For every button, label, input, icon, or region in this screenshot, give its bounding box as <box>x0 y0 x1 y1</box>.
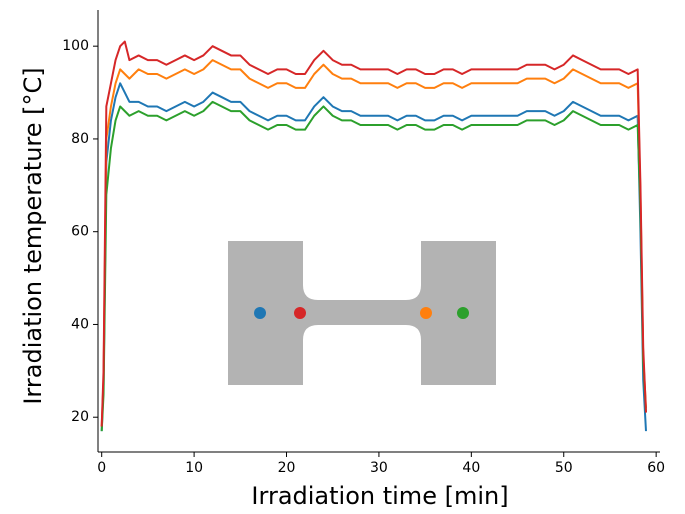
sensor-dot <box>457 307 469 319</box>
x-tick-label: 60 <box>647 460 665 476</box>
x-axis-label: Irradiation time [min] <box>251 482 508 510</box>
y-tick-label: 100 <box>62 38 89 54</box>
specimen-diagram <box>228 241 496 385</box>
specimen-shape <box>228 241 496 385</box>
y-tick-label: 80 <box>71 131 89 147</box>
y-tick-label: 40 <box>71 316 89 332</box>
sensor-dot <box>294 307 306 319</box>
series-line <box>100 40 647 427</box>
x-tick-label: 40 <box>462 460 480 476</box>
y-axis-label: Irradiation temperature [°C] <box>19 67 47 404</box>
x-tick-label: 10 <box>185 460 203 476</box>
series-line <box>100 59 647 427</box>
x-tick-label: 20 <box>278 460 296 476</box>
y-tick-label: 60 <box>71 224 89 240</box>
y-tick-label: 20 <box>71 409 89 425</box>
series-line <box>100 100 647 432</box>
sensor-dot <box>420 307 432 319</box>
x-tick-label: 0 <box>97 460 106 476</box>
x-tick-label: 30 <box>370 460 388 476</box>
series-line <box>100 82 647 432</box>
x-tick-label: 50 <box>555 460 573 476</box>
sensor-dot <box>254 307 266 319</box>
